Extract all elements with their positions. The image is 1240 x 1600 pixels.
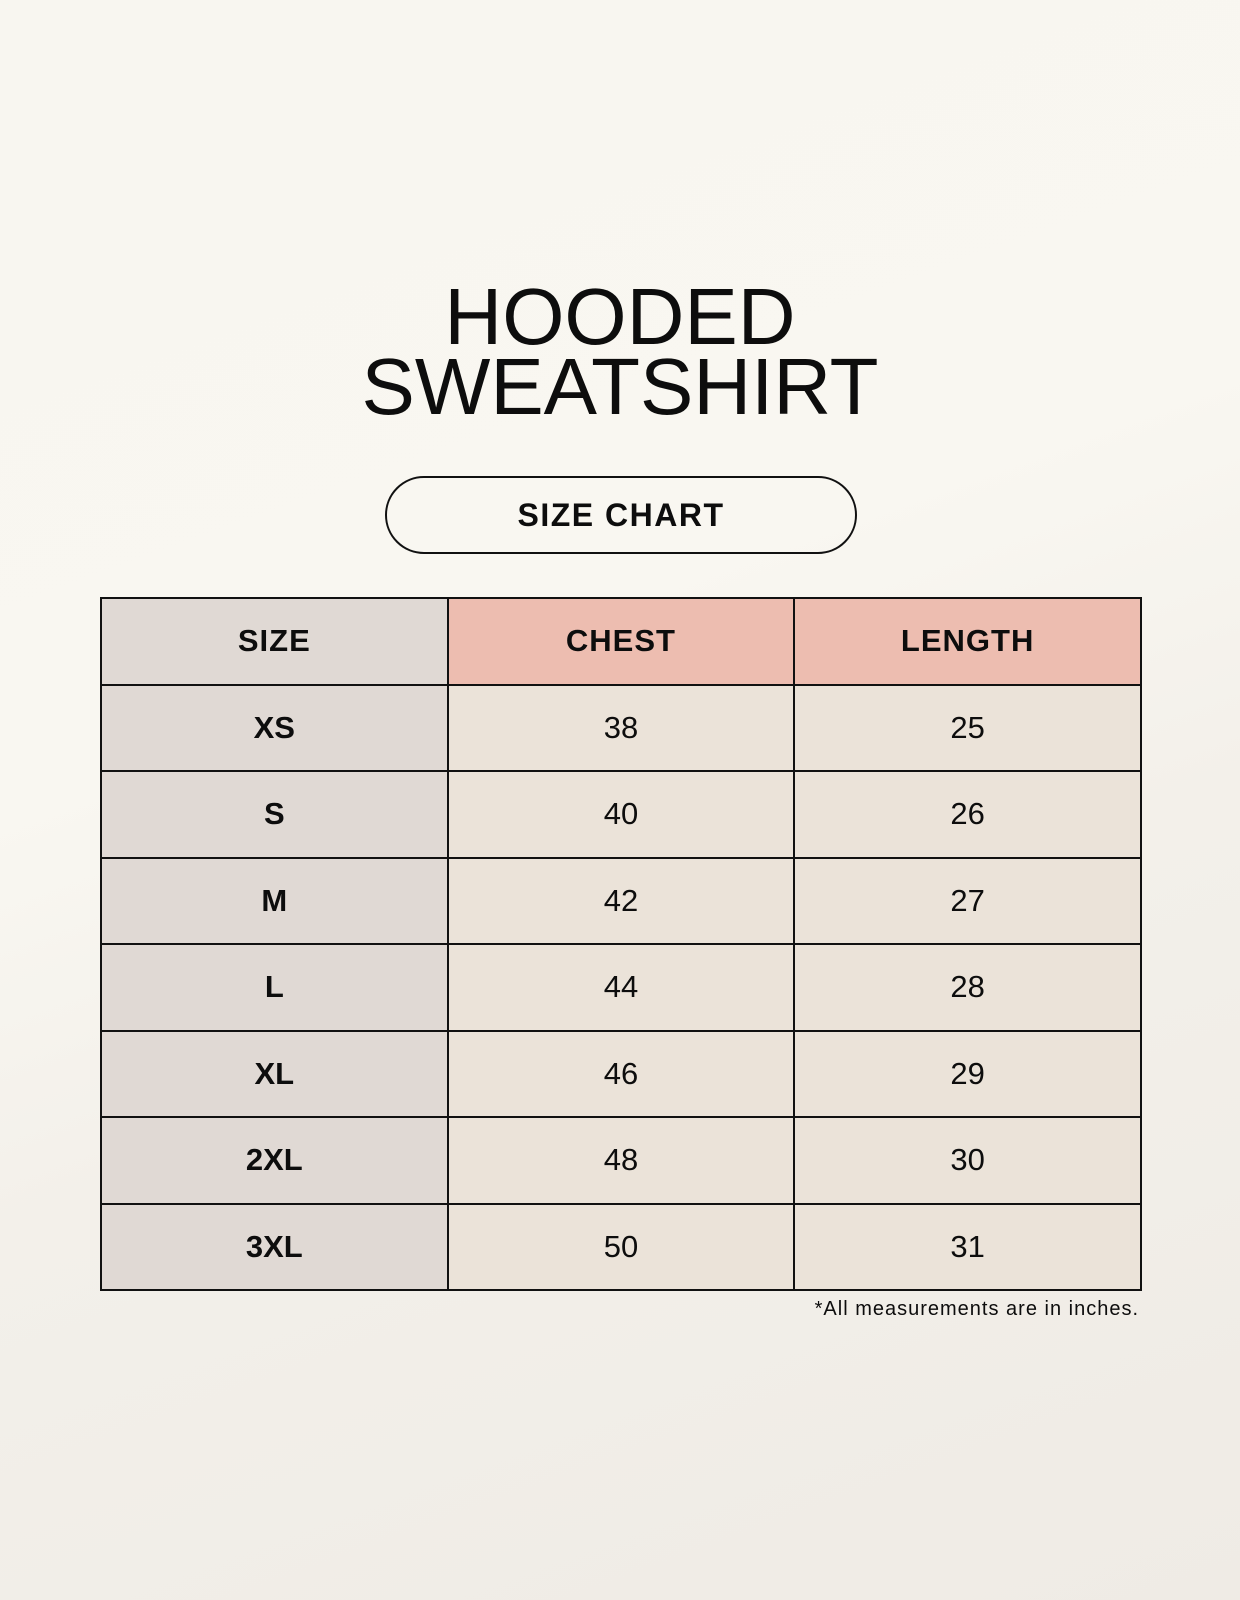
- table-header-row: SIZE CHEST LENGTH: [100, 597, 1142, 686]
- length-cell: 25: [793, 683, 1142, 772]
- page-title: HOODED SWEATSHIRT: [0, 272, 1240, 431]
- chest-cell: 44: [446, 943, 796, 1032]
- table-row: XS 38 25: [100, 683, 1142, 772]
- length-cell: 28: [793, 943, 1142, 1032]
- size-cell: M: [100, 856, 449, 945]
- size-table: SIZE CHEST LENGTH XS 38 25 S 40 26 M 42 27 L 44 28 X…: [100, 597, 1142, 1291]
- size-chart-label: SIZE CHART: [385, 476, 857, 554]
- length-cell: 31: [793, 1202, 1142, 1291]
- size-cell: 2XL: [100, 1116, 449, 1205]
- chest-cell: 38: [446, 683, 796, 772]
- table-row: S 40 26: [100, 770, 1142, 859]
- header-length: LENGTH: [793, 597, 1142, 686]
- chest-cell: 48: [446, 1116, 796, 1205]
- size-cell: L: [100, 943, 449, 1032]
- length-cell: 30: [793, 1116, 1142, 1205]
- chest-cell: 46: [446, 1029, 796, 1118]
- title-line-1: HOODED: [444, 272, 796, 361]
- length-cell: 26: [793, 770, 1142, 859]
- table-row: XL 46 29: [100, 1029, 1142, 1118]
- title-line-2: SWEATSHIRT: [361, 342, 879, 431]
- chest-cell: 50: [446, 1202, 796, 1291]
- length-cell: 27: [793, 856, 1142, 945]
- chest-cell: 40: [446, 770, 796, 859]
- length-cell: 29: [793, 1029, 1142, 1118]
- size-cell: XS: [100, 683, 449, 772]
- size-cell: XL: [100, 1029, 449, 1118]
- chest-cell: 42: [446, 856, 796, 945]
- header-size: SIZE: [100, 597, 449, 686]
- footnote: *All measurements are in inches.: [814, 1298, 1139, 1320]
- table-row: M 42 27: [100, 856, 1142, 945]
- header-chest: CHEST: [446, 597, 796, 686]
- table-row: 2XL 48 30: [100, 1116, 1142, 1205]
- size-cell: 3XL: [100, 1202, 449, 1291]
- table-row: 3XL 50 31: [100, 1202, 1142, 1291]
- table-row: L 44 28: [100, 943, 1142, 1032]
- size-cell: S: [100, 770, 449, 859]
